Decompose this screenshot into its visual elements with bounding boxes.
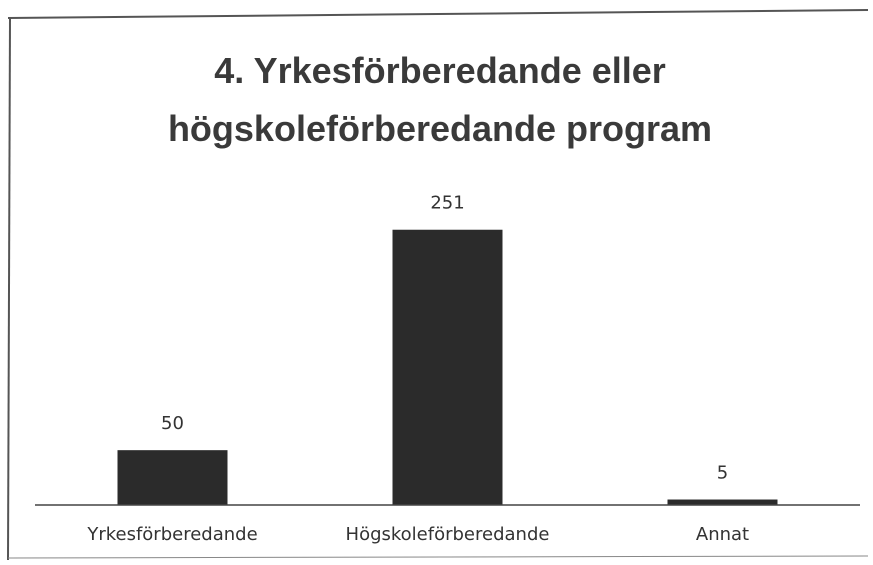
x-tick-label: Yrkesförberedande (86, 524, 257, 545)
value-label: 50 (161, 413, 184, 434)
value-label: 5 (717, 463, 728, 484)
bar (392, 229, 503, 505)
x-tick-label: Högskoleförberedande (346, 524, 550, 545)
bar (667, 499, 778, 505)
bar (117, 450, 228, 505)
frame-bottom (7, 555, 869, 559)
chart-title: 4. Yrkesförberedande eller högskoleförbe… (167, 50, 713, 149)
frame-left (7, 17, 11, 561)
value-label: 251 (430, 193, 464, 214)
x-tick-label: Annat (696, 524, 749, 545)
frame-top (7, 9, 869, 19)
